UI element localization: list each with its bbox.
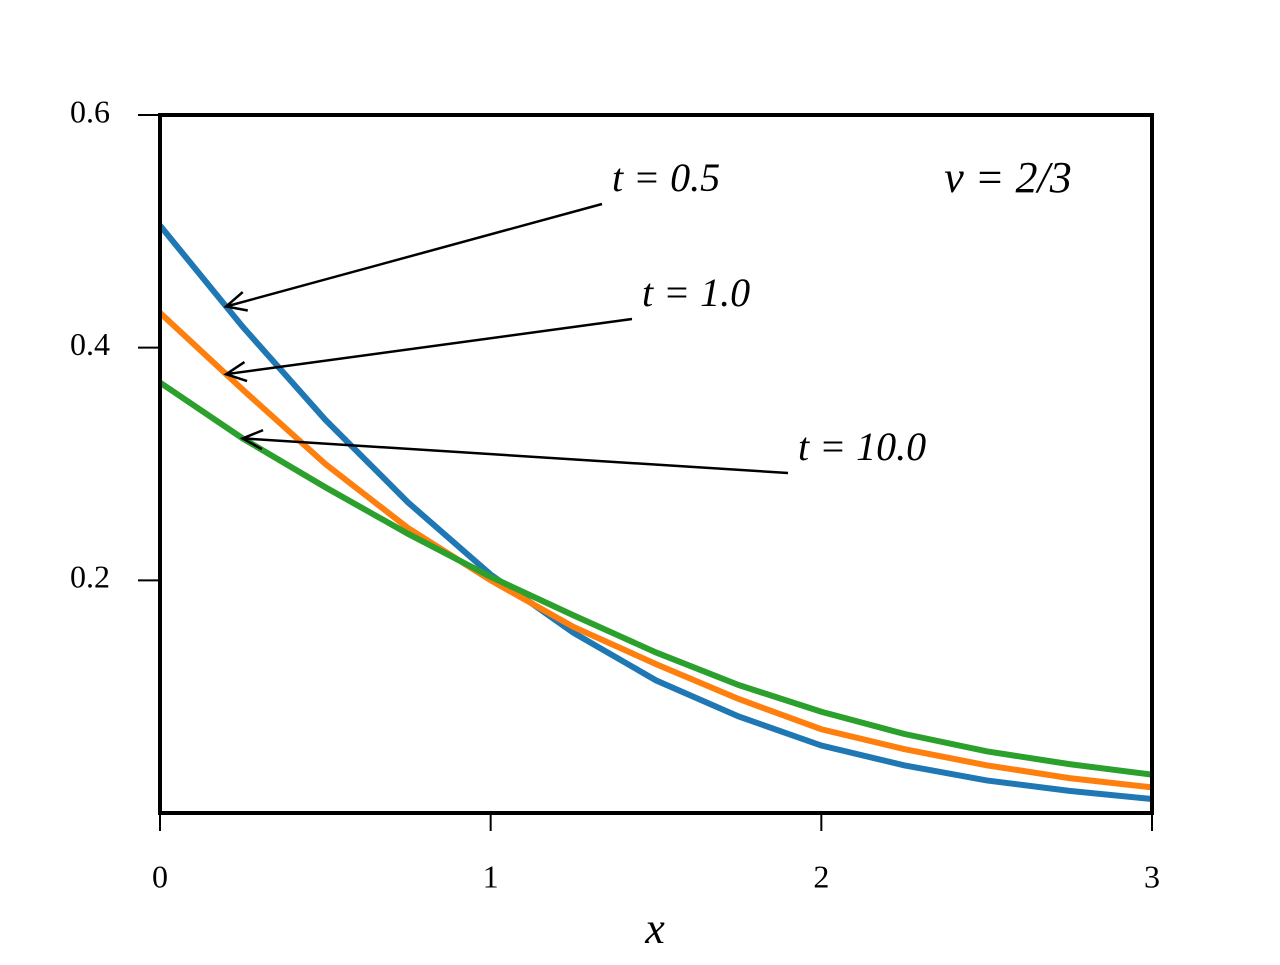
x-tick-label: 3	[1144, 858, 1160, 894]
y-tick-label: 0.2	[70, 559, 110, 595]
series-label: t = 1.0	[642, 270, 750, 315]
x-tick-label: 0	[152, 858, 168, 894]
y-tick-label: 0.6	[70, 93, 110, 129]
x-tick-label: 2	[813, 858, 829, 894]
annotation-arrow	[242, 437, 789, 475]
arrow-head	[223, 291, 248, 312]
arrow-head	[223, 360, 248, 383]
series-line	[157, 310, 1153, 791]
annotation-arrow	[225, 317, 633, 376]
annotation: ν = 2/3	[944, 153, 1071, 202]
series-label: t = 0.5	[612, 155, 720, 200]
x-tick-label: 1	[483, 858, 499, 894]
arrow-head	[239, 428, 264, 451]
series-label: t = 10.0	[798, 424, 926, 469]
plot-frame	[158, 113, 1154, 815]
y-tick-label: 0.4	[70, 326, 110, 362]
annotation-arrow	[225, 202, 603, 308]
x-axis-label: x	[644, 904, 665, 953]
series-line	[157, 223, 1153, 803]
series-line	[158, 380, 1153, 778]
